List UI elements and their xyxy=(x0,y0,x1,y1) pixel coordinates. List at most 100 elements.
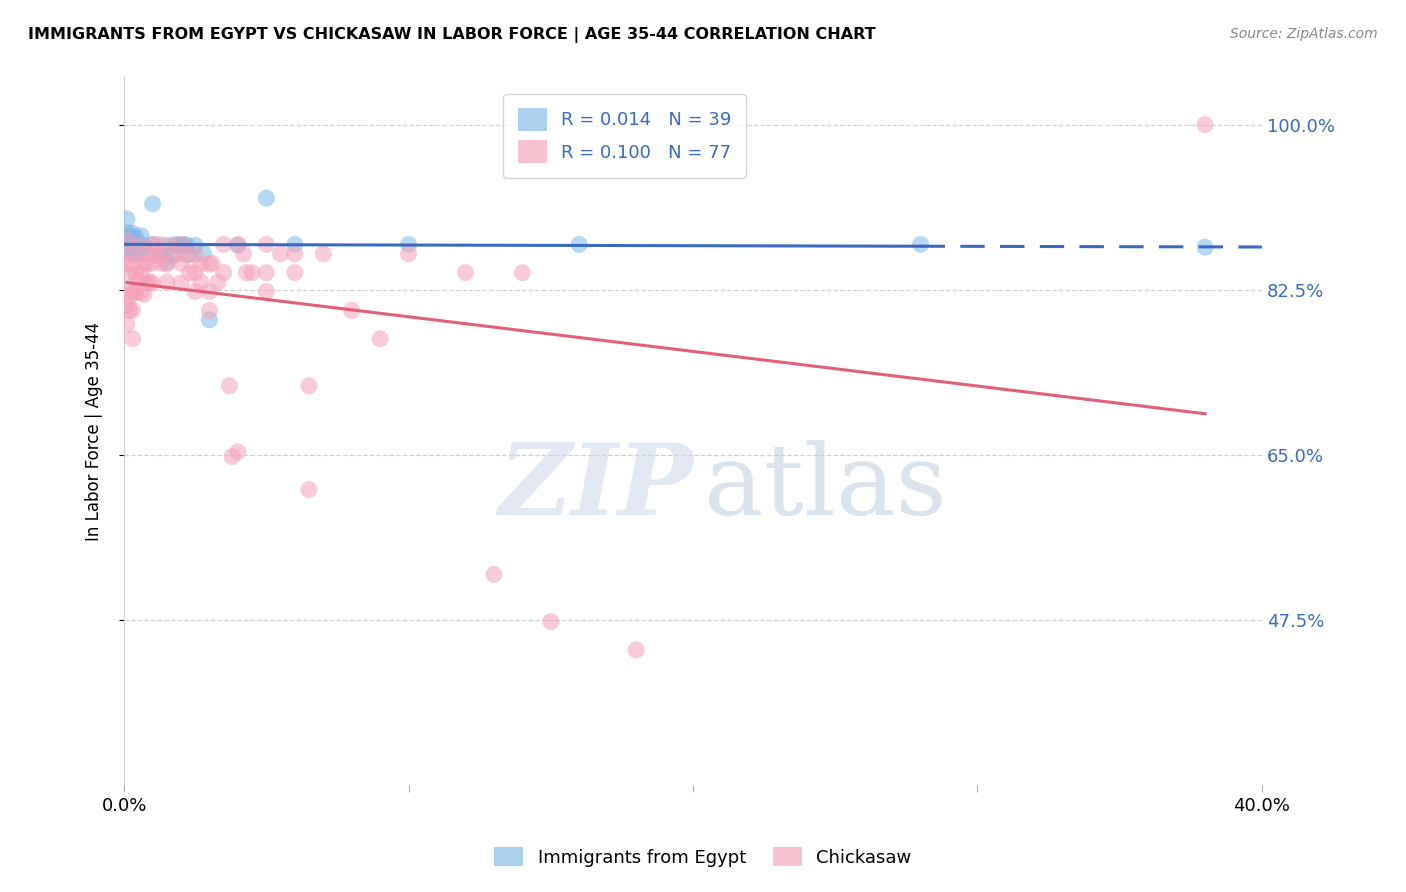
Point xyxy=(121,235,143,250)
Point xyxy=(176,248,198,262)
Point xyxy=(115,318,138,332)
Point xyxy=(145,248,167,262)
Point xyxy=(159,238,181,252)
Point xyxy=(115,257,138,271)
Point xyxy=(121,257,143,271)
Point xyxy=(254,266,277,280)
Point xyxy=(298,379,321,393)
Point xyxy=(118,235,141,249)
Point xyxy=(198,285,221,299)
Point xyxy=(173,237,195,252)
Point xyxy=(226,237,249,252)
Point xyxy=(124,267,146,281)
Point xyxy=(142,238,165,252)
Point xyxy=(115,233,138,247)
Legend: R = 0.014   N = 39, R = 0.100   N = 77: R = 0.014 N = 39, R = 0.100 N = 77 xyxy=(503,94,747,178)
Point xyxy=(176,238,198,252)
Point xyxy=(115,226,138,240)
Point xyxy=(135,257,157,271)
Point xyxy=(121,245,143,260)
Point xyxy=(624,643,647,657)
Point xyxy=(568,237,591,252)
Point xyxy=(184,238,207,252)
Text: ZIP: ZIP xyxy=(498,440,693,536)
Point xyxy=(118,303,141,318)
Text: IMMIGRANTS FROM EGYPT VS CHICKASAW IN LABOR FORCE | AGE 35-44 CORRELATION CHART: IMMIGRANTS FROM EGYPT VS CHICKASAW IN LA… xyxy=(28,27,876,43)
Point xyxy=(115,299,138,313)
Point xyxy=(121,332,143,346)
Legend: Immigrants from Egypt, Chickasaw: Immigrants from Egypt, Chickasaw xyxy=(486,840,920,874)
Point xyxy=(127,247,149,261)
Point xyxy=(184,266,207,280)
Point xyxy=(165,248,187,262)
Point xyxy=(512,266,534,280)
Point xyxy=(198,313,221,327)
Point xyxy=(135,276,157,290)
Point xyxy=(284,266,307,280)
Point xyxy=(201,256,224,270)
Point xyxy=(240,266,263,280)
Point xyxy=(212,266,235,280)
Point xyxy=(127,273,149,287)
Point xyxy=(226,445,249,459)
Point xyxy=(198,257,221,271)
Point xyxy=(132,256,155,270)
Point xyxy=(156,275,179,289)
Y-axis label: In Labor Force | Age 35-44: In Labor Force | Age 35-44 xyxy=(86,321,103,541)
Point xyxy=(398,237,420,252)
Text: atlas: atlas xyxy=(704,440,948,535)
Point xyxy=(148,237,170,252)
Point xyxy=(142,196,165,211)
Point xyxy=(135,247,157,261)
Point xyxy=(454,266,477,280)
Point xyxy=(153,238,176,252)
Point xyxy=(284,237,307,252)
Point xyxy=(156,255,179,269)
Point xyxy=(132,247,155,261)
Point xyxy=(179,248,201,262)
Point xyxy=(150,248,173,262)
Point xyxy=(368,332,391,346)
Point xyxy=(226,238,249,252)
Point xyxy=(115,240,138,254)
Point xyxy=(124,229,146,244)
Point xyxy=(118,248,141,262)
Point xyxy=(910,237,932,252)
Point xyxy=(118,228,141,243)
Point xyxy=(115,211,138,226)
Point xyxy=(150,248,173,262)
Point xyxy=(540,615,562,629)
Point xyxy=(340,303,363,318)
Point xyxy=(129,267,152,281)
Point xyxy=(170,237,193,252)
Point xyxy=(254,191,277,205)
Point xyxy=(232,247,254,261)
Point xyxy=(270,247,292,261)
Point xyxy=(118,242,141,256)
Point xyxy=(190,257,212,271)
Point xyxy=(235,266,257,280)
Point xyxy=(138,275,160,289)
Point xyxy=(254,285,277,299)
Point xyxy=(165,237,187,252)
Point xyxy=(179,266,201,280)
Point xyxy=(212,237,235,252)
Point xyxy=(284,247,307,261)
Point xyxy=(121,285,143,300)
Point xyxy=(190,275,212,289)
Point xyxy=(298,483,321,497)
Point xyxy=(193,247,215,261)
Point xyxy=(129,228,152,243)
Point xyxy=(150,256,173,270)
Point xyxy=(156,257,179,271)
Point xyxy=(218,379,240,393)
Point xyxy=(170,256,193,270)
Point xyxy=(482,567,505,582)
Point xyxy=(118,267,141,281)
Point xyxy=(121,303,143,318)
Point xyxy=(221,450,243,464)
Point xyxy=(170,276,193,290)
Point xyxy=(312,247,335,261)
Point xyxy=(127,237,149,252)
Point xyxy=(254,237,277,252)
